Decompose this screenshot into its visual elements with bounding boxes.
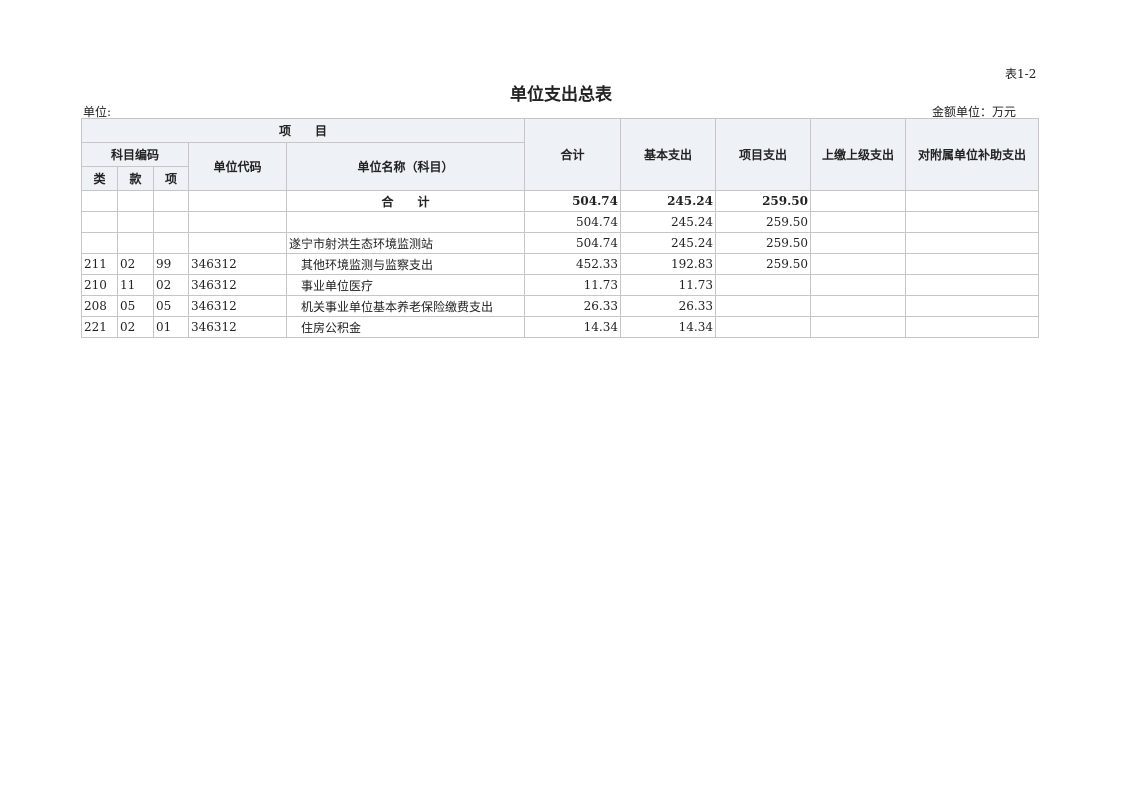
header-basic: 基本支出 — [620, 118, 716, 191]
table-row: 208 05 05 346312 机关事业单位基本养老保险缴费支出 26.33 26.33 — [81, 295, 1039, 317]
unit-label: 单位: — [83, 105, 112, 119]
table-row: 合 计 504.74 245.24 259.50 — [81, 190, 1039, 212]
cell-kuan — [117, 211, 154, 233]
cell-kuan: 02 — [117, 253, 154, 275]
cell-code: 346312 — [188, 274, 287, 296]
cell-basic: 245.24 — [620, 190, 716, 212]
cell-kuan: 05 — [117, 295, 154, 317]
header-unit-code: 单位代码 — [188, 142, 287, 191]
cell-basic: 192.83 — [620, 253, 716, 275]
cell-xiang: 99 — [153, 253, 189, 275]
table-row: 遂宁市射洪生态环境监测站 504.74 245.24 259.50 — [81, 232, 1039, 254]
cell-upper — [810, 211, 906, 233]
cell-subsidy — [905, 211, 1039, 233]
cell-name — [286, 211, 525, 233]
cell-lei: 210 — [81, 274, 118, 296]
table-row: 210 11 02 346312 事业单位医疗 11.73 11.73 — [81, 274, 1039, 296]
cell-project: 259.50 — [715, 232, 811, 254]
cell-xiang — [153, 211, 189, 233]
cell-total: 11.73 — [524, 274, 621, 296]
cell-total: 504.74 — [524, 211, 621, 233]
cell-name: 合 计 — [286, 190, 525, 212]
cell-name: 遂宁市射洪生态环境监测站 — [286, 232, 525, 254]
cell-upper — [810, 295, 906, 317]
table-number: 表1-2 — [1005, 67, 1037, 81]
cell-subsidy — [905, 316, 1039, 338]
cell-project: 259.50 — [715, 211, 811, 233]
money-unit: 金额单位：万元 — [932, 105, 1017, 119]
header-item: 项 目 — [81, 118, 525, 143]
table-row: 211 02 99 346312 其他环境监测与监察支出 452.33 192.83 259.… — [81, 253, 1039, 275]
header-subsidy: 对附属单位补助支出 — [905, 118, 1039, 191]
cell-xiang: 02 — [153, 274, 189, 296]
cell-lei — [81, 232, 118, 254]
cell-code: 346312 — [188, 295, 287, 317]
cell-name: 住房公积金 — [286, 316, 525, 338]
cell-xiang — [153, 232, 189, 254]
cell-upper — [810, 190, 906, 212]
cell-kuan — [117, 232, 154, 254]
cell-subsidy — [905, 232, 1039, 254]
cell-kuan: 11 — [117, 274, 154, 296]
cell-upper — [810, 274, 906, 296]
cell-name: 机关事业单位基本养老保险缴费支出 — [286, 295, 525, 317]
header-total: 合计 — [524, 118, 621, 191]
cell-subsidy — [905, 274, 1039, 296]
cell-basic: 26.33 — [620, 295, 716, 317]
cell-project: 259.50 — [715, 253, 811, 275]
cell-basic: 11.73 — [620, 274, 716, 296]
cell-name: 其他环境监测与监察支出 — [286, 253, 525, 275]
cell-xiang — [153, 190, 189, 212]
cell-total: 504.74 — [524, 190, 621, 212]
header-subject-code: 科目编码 — [81, 142, 189, 167]
cell-code: 346312 — [188, 253, 287, 275]
cell-upper — [810, 316, 906, 338]
cell-project — [715, 295, 811, 317]
header-project: 项目支出 — [715, 118, 811, 191]
cell-lei — [81, 211, 118, 233]
cell-upper — [810, 232, 906, 254]
cell-project — [715, 274, 811, 296]
cell-xiang: 01 — [153, 316, 189, 338]
cell-kuan — [117, 190, 154, 212]
cell-total: 26.33 — [524, 295, 621, 317]
cell-basic: 14.34 — [620, 316, 716, 338]
table-row: 504.74 245.24 259.50 — [81, 211, 1039, 233]
cell-code — [188, 211, 287, 233]
cell-xiang: 05 — [153, 295, 189, 317]
cell-lei: 208 — [81, 295, 118, 317]
cell-total: 452.33 — [524, 253, 621, 275]
cell-subsidy — [905, 190, 1039, 212]
header-xiang: 项 — [153, 166, 189, 191]
cell-code — [188, 190, 287, 212]
cell-lei: 211 — [81, 253, 118, 275]
cell-total: 504.74 — [524, 232, 621, 254]
cell-code — [188, 232, 287, 254]
cell-kuan: 02 — [117, 316, 154, 338]
cell-name: 事业单位医疗 — [286, 274, 525, 296]
cell-basic: 245.24 — [620, 232, 716, 254]
cell-upper — [810, 253, 906, 275]
cell-project: 259.50 — [715, 190, 811, 212]
cell-subsidy — [905, 295, 1039, 317]
cell-subsidy — [905, 253, 1039, 275]
expenditure-table: 项 目 合计 基本支出 项目支出 上缴上级支出 对附属单位补助支出 科目编码 单… — [81, 118, 1039, 338]
header-lei: 类 — [81, 166, 118, 191]
cell-code: 346312 — [188, 316, 287, 338]
cell-basic: 245.24 — [620, 211, 716, 233]
page-title: 单位支出总表 — [510, 85, 612, 105]
cell-lei — [81, 190, 118, 212]
header-upper: 上缴上级支出 — [810, 118, 906, 191]
cell-total: 14.34 — [524, 316, 621, 338]
header-kuan: 款 — [117, 166, 154, 191]
table-row: 221 02 01 346312 住房公积金 14.34 14.34 — [81, 316, 1039, 338]
cell-lei: 221 — [81, 316, 118, 338]
header-unit-name: 单位名称（科目） — [286, 142, 525, 191]
cell-project — [715, 316, 811, 338]
